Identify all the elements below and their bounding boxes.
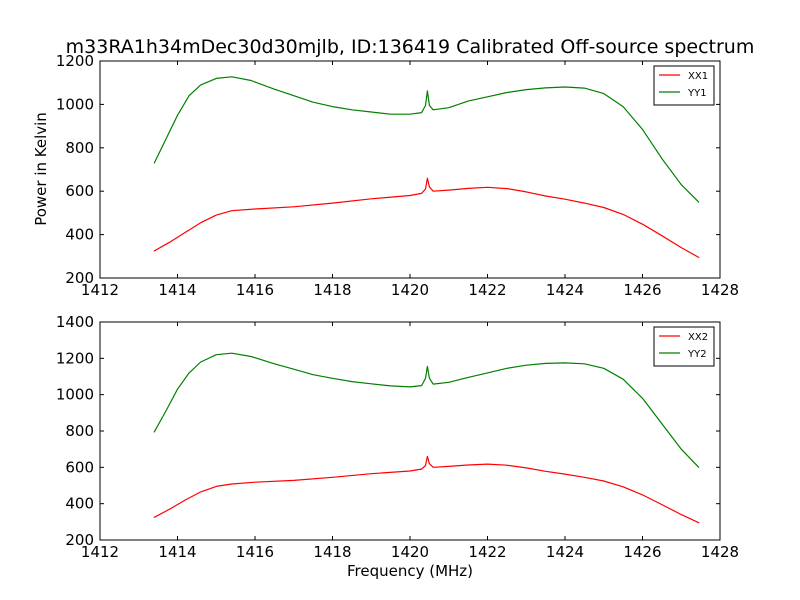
x-tick-label: 1426 <box>623 281 661 299</box>
y-tick-label: 800 <box>65 422 94 440</box>
top-panel: 1412 1414 1416 1418 1420 1422 1424 1426 1428 200 4… <box>56 52 739 299</box>
series-line-xx2 <box>153 455 700 524</box>
plot-frame <box>99 321 721 541</box>
series-line-yy2 <box>153 352 700 468</box>
x-tick-label: 1424 <box>546 281 584 299</box>
legend-box <box>653 326 715 367</box>
series-line-yy1 <box>153 76 700 203</box>
legend-box <box>653 65 715 106</box>
legend-label-yy2: YY2 <box>687 349 707 360</box>
x-tick-label: 1428 <box>701 543 739 561</box>
x-tick-label: 1412 <box>81 543 119 561</box>
bottom-panel: 1412 1414 1416 1418 1420 1422 1424 1426 1428 200 4… <box>56 313 739 561</box>
y-tick-label: 200 <box>65 269 94 287</box>
y-tick-label: 200 <box>65 531 94 549</box>
x-tick-label: 1420 <box>391 281 429 299</box>
legend: XX2 YY2 <box>653 326 715 367</box>
x-tick-label: 1414 <box>158 543 196 561</box>
y-tick-label: 1200 <box>56 349 94 367</box>
x-tick-label: 1420 <box>391 543 429 561</box>
legend-label-yy1: YY1 <box>687 88 707 99</box>
legend: XX1 YY1 <box>653 65 715 106</box>
chart-title: m33RA1h34mDec30d30mjlb, ID:136419 Calibr… <box>66 36 755 58</box>
plot-frame <box>99 60 721 279</box>
y-tick-label: 1200 <box>56 52 94 70</box>
x-tick-label: 1422 <box>468 281 506 299</box>
x-tick-label: 1424 <box>546 543 584 561</box>
x-tick-label: 1416 <box>236 281 274 299</box>
x-tick-label: 1428 <box>701 281 739 299</box>
y-tick-label: 600 <box>65 458 94 476</box>
x-tick-label: 1418 <box>313 543 351 561</box>
x-tick-label: 1426 <box>623 543 661 561</box>
y-tick-label: 800 <box>65 139 94 157</box>
x-tick-label: 1416 <box>236 543 274 561</box>
y-tick-label: 1000 <box>56 386 94 404</box>
series-line-xx1 <box>153 177 700 258</box>
y-axis-label: Power in Kelvin <box>32 112 50 226</box>
y-tick-label: 600 <box>65 182 94 200</box>
y-tick-label: 400 <box>65 495 94 513</box>
x-tick-label: 1422 <box>468 543 506 561</box>
legend-label-xx1: XX1 <box>688 71 708 82</box>
legend-label-xx2: XX2 <box>688 332 708 343</box>
x-tick-label: 1418 <box>313 281 351 299</box>
x-axis-label: Frequency (MHz) <box>347 562 473 580</box>
y-tick-label: 400 <box>65 226 94 244</box>
x-tick-label: 1414 <box>158 281 196 299</box>
y-tick-label: 1400 <box>56 313 94 331</box>
y-tick-label: 1000 <box>56 95 94 113</box>
x-tick-label: 1412 <box>81 281 119 299</box>
